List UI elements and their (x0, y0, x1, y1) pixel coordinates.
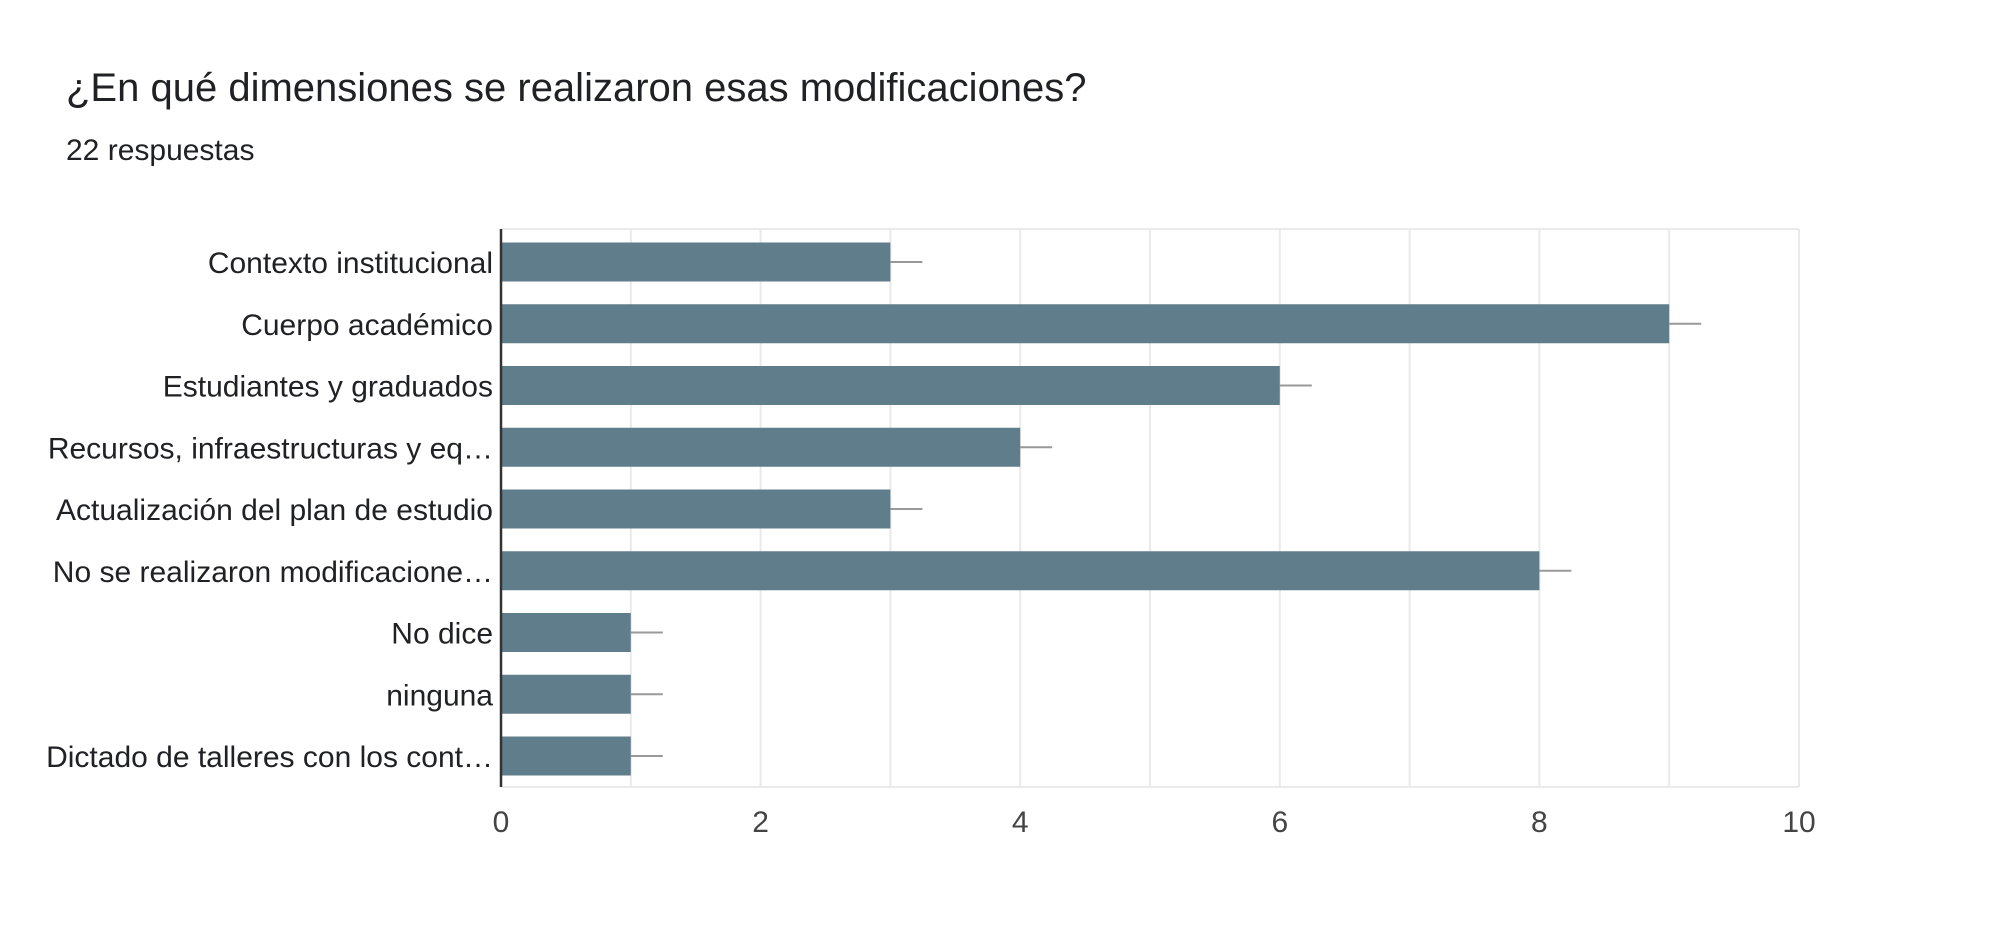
bar (501, 242, 891, 282)
x-tick-label: 8 (1531, 806, 1548, 839)
bar (501, 427, 1021, 467)
x-tick-label: 10 (1782, 806, 1815, 839)
x-tick-label: 4 (1012, 806, 1029, 839)
category-label: Cuerpo académico (241, 309, 493, 342)
response-count: 22 respuestas (66, 134, 255, 167)
chart-title: ¿En qué dimensiones se realizaron esas m… (66, 66, 1087, 110)
bar (501, 613, 631, 652)
x-tick-label: 2 (752, 806, 769, 839)
x-tick-labels: 0 2 4 6 8 10 (493, 806, 1816, 839)
bar (501, 366, 1280, 405)
category-label: Estudiantes y graduados (163, 371, 493, 404)
bar (501, 304, 1670, 344)
category-label: Dictado de talleres con los cont… (46, 741, 493, 774)
category-label: No se realizaron modificacione… (53, 556, 493, 589)
bar (501, 736, 631, 776)
bar (501, 674, 631, 714)
bar (501, 551, 1540, 591)
x-tick-label: 6 (1271, 806, 1288, 839)
category-label: No dice (391, 618, 493, 651)
error-bars (630, 261, 1702, 757)
bar (501, 489, 891, 529)
bars (501, 242, 1670, 776)
category-label: Recursos, infraestructuras y eq… (48, 432, 493, 465)
x-tick-label: 0 (493, 806, 510, 839)
category-label: Contexto institucional (208, 247, 493, 280)
category-label: ninguna (386, 679, 493, 712)
category-label: Actualización del plan de estudio (56, 494, 493, 527)
category-labels: Contexto institucional Cuerpo académico Es… (46, 247, 493, 774)
